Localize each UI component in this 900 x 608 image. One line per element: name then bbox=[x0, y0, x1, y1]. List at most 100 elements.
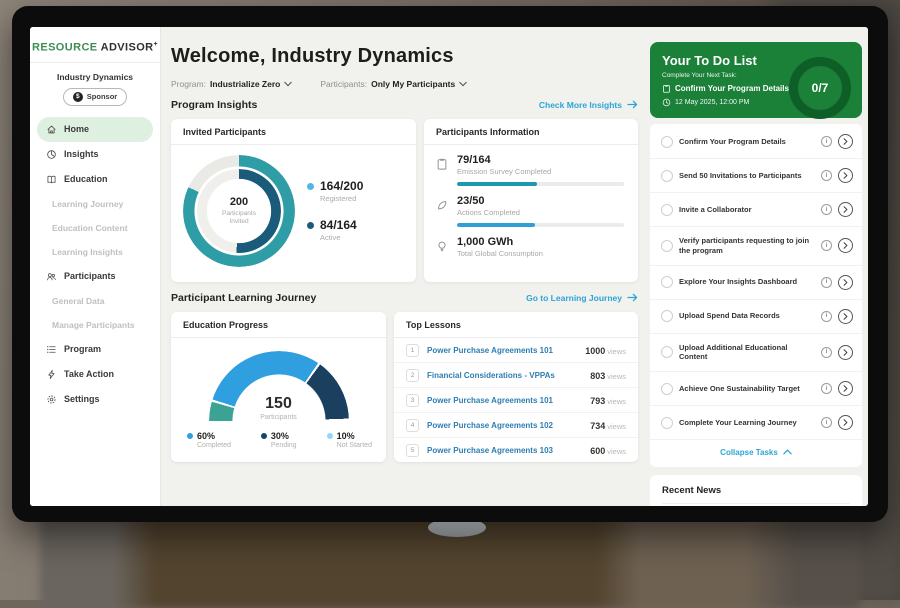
recent-news-title: Recent News bbox=[662, 485, 850, 504]
stat-value: 23/50 bbox=[457, 195, 624, 207]
task-checkbox[interactable] bbox=[661, 310, 673, 322]
sidebar-item-take-action[interactable]: Take Action bbox=[37, 362, 153, 387]
lesson-row-5[interactable]: 5 Power Purchase Agreements 103 600views bbox=[394, 438, 638, 462]
collapse-tasks-link[interactable]: Collapse Tasks bbox=[650, 440, 862, 466]
legend-dot bbox=[261, 433, 267, 439]
todo-due-label: 12 May 2025, 12:00 PM bbox=[675, 99, 749, 106]
task-checkbox[interactable] bbox=[661, 240, 673, 252]
sidebar-item-label: Learning Insights bbox=[52, 247, 123, 257]
clipboard-icon bbox=[662, 84, 671, 93]
stat-label: Actions Completed bbox=[457, 208, 624, 217]
lesson-link[interactable]: Power Purchase Agreements 102 bbox=[427, 421, 582, 430]
page-title: Welcome, Industry Dynamics bbox=[171, 45, 638, 68]
task-open-button[interactable] bbox=[838, 345, 853, 360]
lesson-row-3[interactable]: 3 Power Purchase Agreements 101 793views bbox=[394, 388, 638, 413]
todo-task-explore-your-insights-dashboard[interactable]: Explore Your Insights Dashboard i bbox=[650, 266, 862, 300]
task-open-button[interactable] bbox=[838, 134, 853, 149]
invited-count-label: Participants Invited bbox=[213, 210, 265, 226]
lesson-link[interactable]: Power Purchase Agreements 101 bbox=[427, 346, 577, 355]
sidebar: RESOURCE ADVISOR+ Industry Dynamics $ Sp… bbox=[30, 27, 161, 506]
participants-filter[interactable]: Participants: Only My Participants bbox=[320, 79, 467, 89]
program-filter[interactable]: Program: Industrialize Zero bbox=[171, 79, 292, 89]
todo-column: Your To Do List Complete Your Next Task:… bbox=[650, 42, 862, 506]
program-insights-header: Program Insights Check More Insights bbox=[171, 99, 638, 111]
stat-progress-track bbox=[457, 223, 624, 227]
sidebar-item-manage-participants[interactable]: Manage Participants bbox=[37, 313, 153, 337]
check-more-insights-link[interactable]: Check More Insights bbox=[539, 100, 638, 111]
todo-progress-value: 0/7 bbox=[812, 81, 829, 95]
sidebar-item-learning-journey[interactable]: Learning Journey bbox=[37, 192, 153, 216]
task-checkbox[interactable] bbox=[661, 170, 673, 182]
task-checkbox[interactable] bbox=[661, 346, 673, 358]
legend-label: Pending bbox=[271, 442, 297, 449]
info-icon: i bbox=[821, 417, 832, 428]
filters-row: Program: Industrialize Zero Participants… bbox=[171, 79, 638, 89]
sidebar-item-education[interactable]: Education bbox=[37, 167, 153, 192]
insights-cards-row: Invited Participants 200 Participants In… bbox=[171, 119, 638, 282]
legend-label: Not Started bbox=[337, 442, 372, 449]
todo-task-verify-participants-requesting-to-join-the-program[interactable]: Verify participants requesting to join t… bbox=[650, 227, 862, 266]
lesson-row-4[interactable]: 4 Power Purchase Agreements 102 734views bbox=[394, 413, 638, 438]
lesson-rank: 1 bbox=[406, 344, 419, 357]
todo-task-achieve-one-sustainability-target[interactable]: Achieve One Sustainability Target i bbox=[650, 372, 862, 406]
todo-task-confirm-your-program-details[interactable]: Confirm Your Program Details i bbox=[650, 125, 862, 159]
chevron-down-icon bbox=[459, 80, 467, 88]
task-open-button[interactable] bbox=[838, 202, 853, 217]
actions-icon bbox=[436, 198, 448, 210]
task-checkbox[interactable] bbox=[661, 136, 673, 148]
stat-progress-track bbox=[457, 182, 624, 186]
sidebar-item-learning-insights[interactable]: Learning Insights bbox=[37, 240, 153, 264]
chevron-down-icon bbox=[284, 80, 292, 88]
sponsor-label: Sponsor bbox=[87, 92, 117, 101]
arrow-right-icon bbox=[627, 100, 638, 111]
task-label: Upload Additional Educational Content bbox=[679, 343, 815, 363]
learning-journey-header: Participant Learning Journey Go to Learn… bbox=[171, 292, 638, 304]
lesson-link[interactable]: Financial Considerations - VPPAs bbox=[427, 371, 582, 380]
sidebar-item-education-content[interactable]: Education Content bbox=[37, 216, 153, 240]
task-open-button[interactable] bbox=[838, 415, 853, 430]
lesson-link[interactable]: Power Purchase Agreements 103 bbox=[427, 446, 582, 455]
stat-body: 79/164 Emission Survey Completed bbox=[457, 154, 624, 186]
todo-task-send-50-invitations-to-participants[interactable]: Send 50 Invitations to Participants i bbox=[650, 159, 862, 193]
sidebar-item-settings[interactable]: Settings bbox=[37, 387, 153, 412]
lesson-link[interactable]: Power Purchase Agreements 101 bbox=[427, 396, 582, 405]
task-checkbox[interactable] bbox=[661, 417, 673, 429]
go-to-learning-journey-link[interactable]: Go to Learning Journey bbox=[526, 293, 638, 304]
todo-task-complete-your-learning-journey[interactable]: Complete Your Learning Journey i bbox=[650, 406, 862, 440]
sidebar-item-label: Education bbox=[64, 174, 108, 184]
task-label: Upload Spend Data Records bbox=[679, 311, 815, 321]
task-open-button[interactable] bbox=[838, 275, 853, 290]
recent-news-card: Recent News bbox=[650, 475, 862, 506]
todo-tasks-panel: Confirm Your Program Details i Send 50 I… bbox=[650, 124, 862, 467]
task-checkbox[interactable] bbox=[661, 204, 673, 216]
todo-task-invite-a-collaborator[interactable]: Invite a Collaborator i bbox=[650, 193, 862, 227]
legend-value: 30% bbox=[271, 431, 289, 441]
task-open-button[interactable] bbox=[838, 309, 853, 324]
sidebar-item-insights[interactable]: Insights bbox=[37, 142, 153, 167]
stat-value: 79/164 bbox=[457, 154, 624, 166]
logo-text-secondary: ADVISOR bbox=[101, 42, 154, 54]
info-icon: i bbox=[821, 383, 832, 394]
education-progress-gauge: 150 Participants bbox=[209, 351, 349, 421]
todo-task-upload-spend-data-records[interactable]: Upload Spend Data Records i bbox=[650, 300, 862, 334]
task-open-button[interactable] bbox=[838, 381, 853, 396]
lesson-row-2[interactable]: 2 Financial Considerations - VPPAs 803vi… bbox=[394, 363, 638, 388]
participants-icon bbox=[46, 271, 57, 282]
task-checkbox[interactable] bbox=[661, 276, 673, 288]
task-label: Achieve One Sustainability Target bbox=[679, 384, 815, 394]
sidebar-item-home[interactable]: Home bbox=[37, 117, 153, 142]
sidebar-item-label: General Data bbox=[52, 296, 104, 306]
sidebar-item-participants[interactable]: Participants bbox=[37, 264, 153, 289]
sidebar-item-general-data[interactable]: General Data bbox=[37, 289, 153, 313]
lesson-row-1[interactable]: 1 Power Purchase Agreements 101 1000view… bbox=[394, 338, 638, 363]
task-open-button[interactable] bbox=[838, 238, 853, 253]
todo-task-upload-additional-educational-content[interactable]: Upload Additional Educational Content i bbox=[650, 334, 862, 373]
sidebar-item-program[interactable]: Program bbox=[37, 337, 153, 362]
stat-body: 23/50 Actions Completed bbox=[457, 195, 624, 227]
stat-total-global-consumption: 1,000 GWh Total Global Consumption bbox=[424, 227, 638, 258]
top-lessons-list: 1 Power Purchase Agreements 101 1000view… bbox=[394, 338, 638, 462]
task-open-button[interactable] bbox=[838, 168, 853, 183]
task-checkbox[interactable] bbox=[661, 383, 673, 395]
survey-icon bbox=[436, 157, 448, 169]
gauge-center: 150 Participants bbox=[209, 396, 349, 421]
